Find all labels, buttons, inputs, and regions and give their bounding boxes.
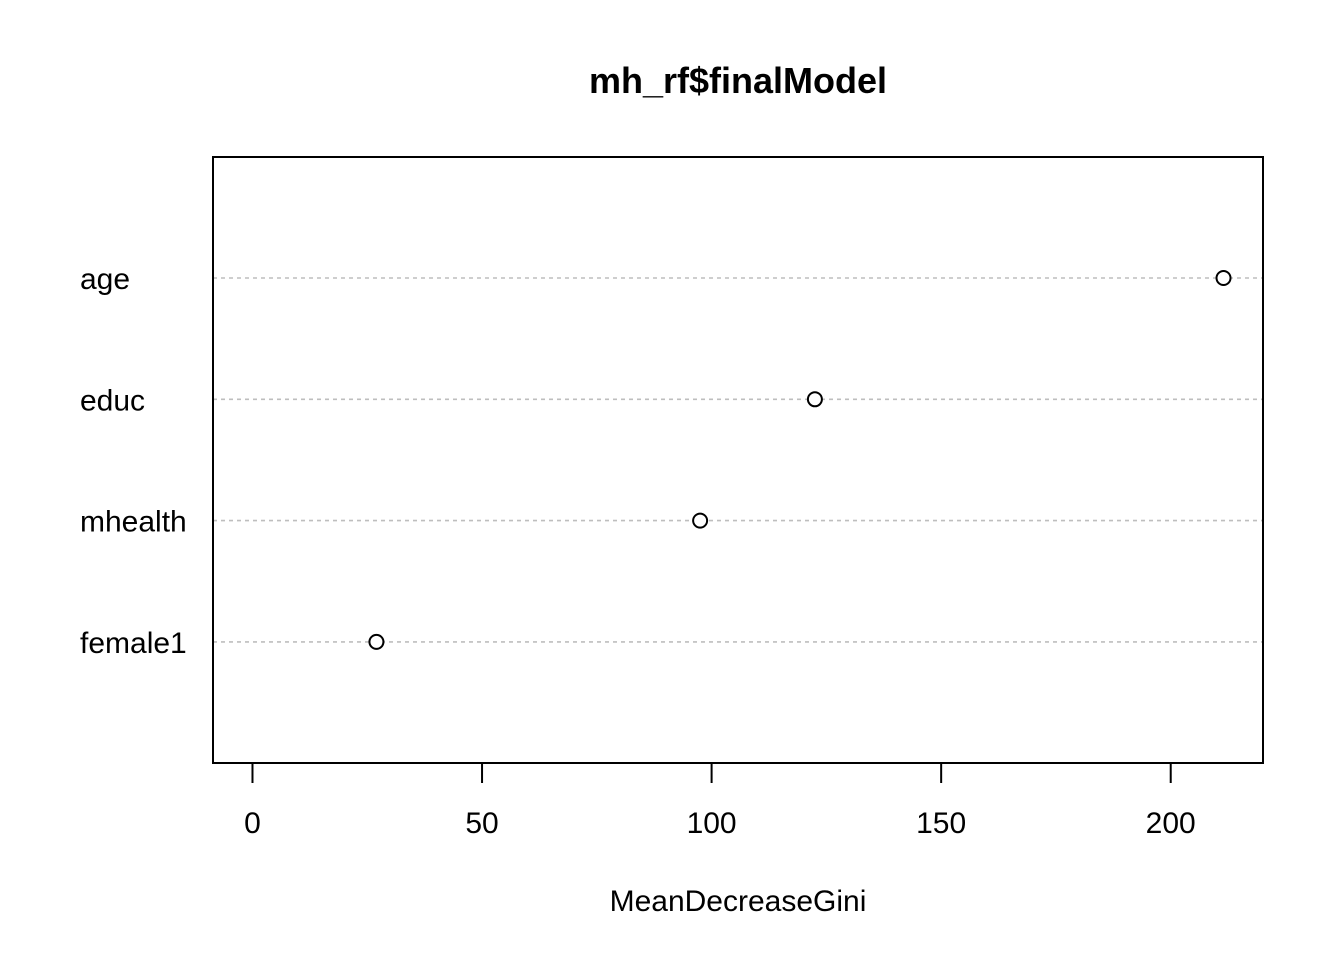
category-labels: age educ mhealth female1 [80, 263, 187, 660]
data-points [368, 270, 1232, 650]
x-tick-label: 0 [244, 807, 261, 840]
data-point-mhealth [692, 512, 709, 529]
x-tick-label: 50 [465, 807, 498, 840]
grid-layer [213, 277, 1263, 643]
data-point-educ [806, 391, 823, 408]
chart-title: mh_rf$finalModel [589, 60, 887, 101]
data-point-female1 [368, 633, 385, 650]
x-axis-label: MeanDecreaseGini [610, 885, 867, 918]
category-label-educ: educ [80, 384, 145, 417]
category-label-mhealth: mhealth [80, 506, 187, 539]
x-tick-label: 100 [687, 807, 737, 840]
x-axis: 0 50 100 150 200 [244, 763, 1196, 840]
plot-frame [212, 156, 1264, 764]
x-tick-label: 200 [1146, 807, 1196, 840]
category-label-female1: female1 [80, 627, 187, 660]
data-point-age [1215, 270, 1232, 286]
category-label-age: age [80, 263, 130, 296]
x-tick-label: 150 [916, 807, 966, 840]
